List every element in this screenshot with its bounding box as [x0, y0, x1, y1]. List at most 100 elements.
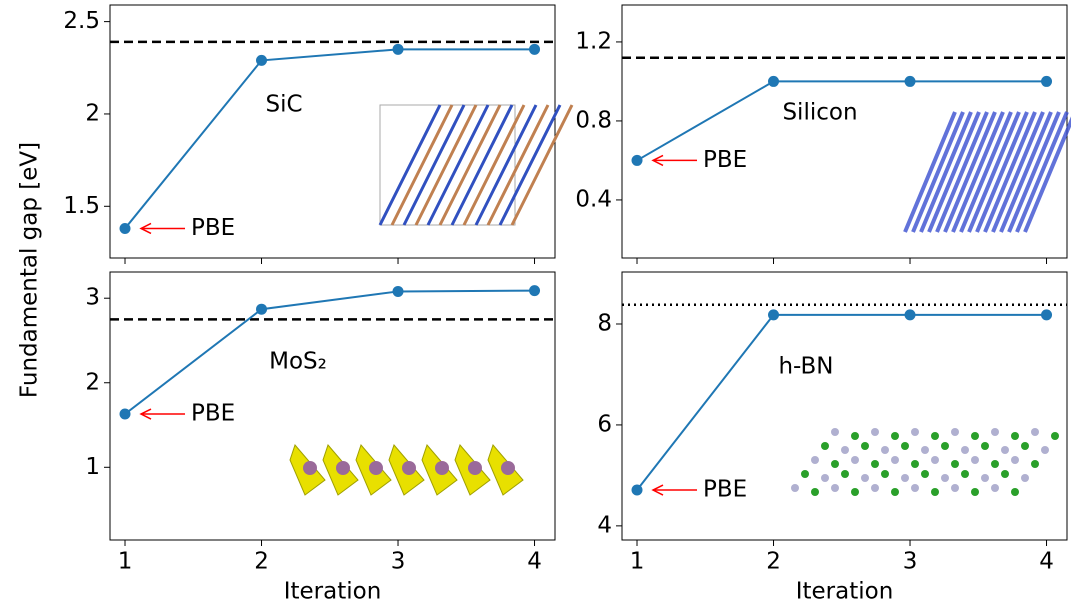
subplot: 1 2 3 1 2 3 4 Iteration PBE MoS₂: [85, 271, 556, 605]
structure-atom: [891, 432, 899, 440]
structure-atom: [871, 428, 879, 436]
y-tick-label: 1.2: [575, 28, 612, 54]
annotation-arrowhead: [139, 408, 152, 420]
y-tick-label: 1.5: [63, 193, 100, 219]
structure-bond: [943, 111, 997, 233]
structure-atom: [1051, 432, 1059, 440]
structure-mo: [501, 461, 515, 475]
structure-bond: [474, 104, 538, 226]
structure-mo: [336, 461, 350, 475]
structure-atom: [1011, 488, 1019, 496]
structure-bond: [378, 104, 442, 226]
structure-atom: [881, 470, 889, 478]
structure-bond: [498, 104, 562, 226]
subplot: 4 6 8 1 2 3 4 Iteration PBE h-BN: [597, 271, 1068, 605]
structure-atom: [971, 488, 979, 496]
structure-atom: [911, 428, 919, 436]
data-point: [392, 43, 404, 55]
annotation-arrowhead: [139, 222, 152, 235]
structure-atom: [791, 484, 799, 492]
structure-bond: [426, 104, 490, 226]
structure-atom: [911, 460, 919, 468]
annotation-arrowhead: [651, 154, 664, 167]
y-axis-label: Fundamental gap [eV]: [17, 142, 43, 398]
structure-bond: [935, 111, 989, 233]
structure-atom: [821, 474, 829, 482]
x-tick-label: 3: [903, 549, 918, 575]
y-tick-label: 1: [85, 454, 100, 480]
structure-bond: [951, 111, 1005, 233]
x-tick-label: 3: [391, 549, 406, 575]
structure-atom: [991, 484, 999, 492]
structure-atom: [871, 484, 879, 492]
structure-bond: [486, 104, 550, 226]
annotation-text: PBE: [703, 477, 747, 503]
structure-atom: [851, 432, 859, 440]
structure-bond: [414, 104, 478, 226]
plot-frame: [109, 4, 556, 259]
data-point: [904, 309, 916, 321]
structure-atom: [1021, 474, 1029, 482]
x-tick-label: 2: [766, 549, 781, 575]
structure-atom: [1031, 460, 1039, 468]
structure-atom: [821, 442, 829, 450]
structure-bond: [903, 111, 957, 233]
y-tick-label: 2: [85, 369, 100, 395]
y-tick-label: 8: [597, 310, 612, 336]
structure-atom: [861, 442, 869, 450]
structure-atom: [961, 446, 969, 454]
structure-atom: [801, 470, 809, 478]
structure-atom: [981, 474, 989, 482]
structure-atom: [911, 484, 919, 492]
structure-atom: [851, 488, 859, 496]
structure-bond: [959, 111, 1013, 233]
structure-bond: [438, 104, 502, 226]
y-tick-label: 3: [85, 285, 100, 311]
subplot: 0.4 0.8 1.2 PBE Silicon: [575, 4, 1071, 264]
data-line: [636, 80, 1047, 162]
structure-atom: [1031, 428, 1039, 436]
structure-atom: [1011, 432, 1019, 440]
x-tick-label: 4: [527, 549, 542, 575]
material-label: Silicon: [782, 100, 857, 126]
data-point: [529, 285, 541, 297]
structure-atom: [901, 442, 909, 450]
y-tick-label: 4: [597, 512, 612, 538]
structure-bond: [927, 111, 981, 233]
structure-image: [903, 111, 1071, 233]
material-label: h-BN: [778, 354, 833, 380]
structure-atom: [961, 470, 969, 478]
data-point: [631, 154, 643, 166]
structure-atom: [891, 488, 899, 496]
structure-atom: [951, 484, 959, 492]
data-line: [124, 289, 535, 415]
structure-image: [378, 104, 574, 226]
structure-bond: [1007, 111, 1061, 233]
data-point: [529, 43, 541, 55]
structure-atom: [951, 460, 959, 468]
structure-atom: [811, 456, 819, 464]
structure-bond: [919, 111, 973, 233]
structure-bond: [1023, 116, 1071, 233]
structure-atom: [871, 460, 879, 468]
structure-bond: [390, 104, 454, 226]
structure-bond: [1015, 111, 1069, 233]
y-tick-label: 2.5: [63, 8, 100, 34]
plot-frame: [109, 271, 556, 541]
structure-atom: [921, 446, 929, 454]
structure-bond: [462, 104, 526, 226]
y-tick-label: 0.4: [575, 186, 612, 212]
y-tick-label: 2: [85, 100, 100, 126]
structure-atom: [931, 456, 939, 464]
x-tick-label: 4: [1039, 549, 1054, 575]
structure-bond: [975, 111, 1029, 233]
structure-atom: [881, 446, 889, 454]
material-label: MoS₂: [269, 349, 327, 375]
structure-bond: [510, 104, 574, 226]
structure-atom: [991, 460, 999, 468]
structure-atom: [841, 470, 849, 478]
structure-atom: [951, 428, 959, 436]
structure-atom: [941, 474, 949, 482]
annotation-arrowhead: [651, 484, 664, 496]
